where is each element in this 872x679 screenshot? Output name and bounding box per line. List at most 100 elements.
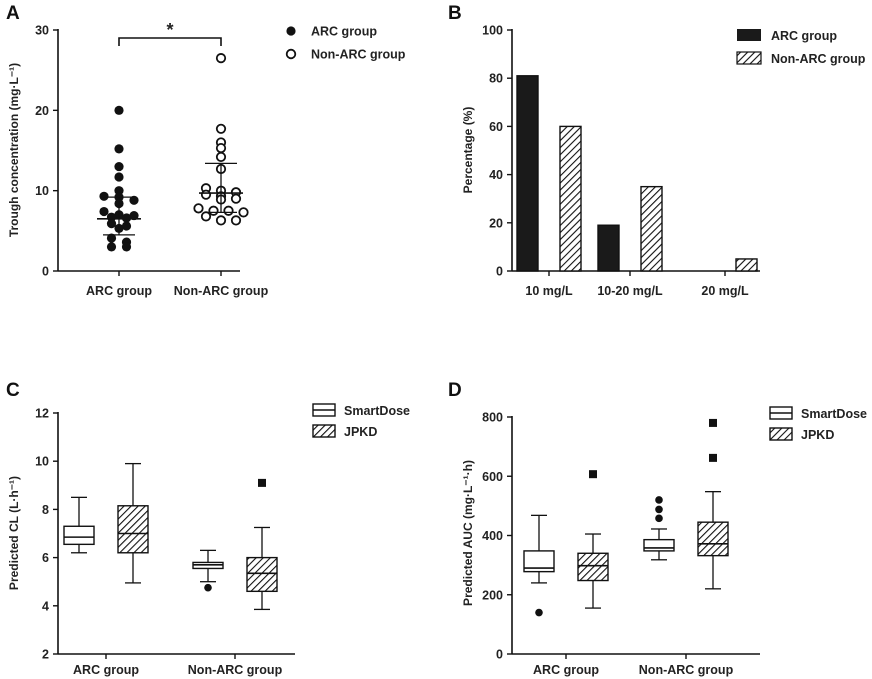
y-tick-label: 100: [482, 24, 503, 38]
data-point: [106, 242, 117, 252]
legend-solid-swatch: [737, 29, 761, 41]
y-tick-label: 0: [496, 265, 503, 279]
data-point: [200, 211, 212, 222]
data-point: [200, 189, 212, 200]
outlier-point: [258, 478, 266, 487]
bar: [516, 75, 539, 272]
x-tick-label: Non-ARC group: [188, 663, 283, 677]
box: [63, 525, 95, 546]
bar: [735, 258, 758, 272]
y-tick-label: 800: [482, 411, 503, 425]
box: [117, 505, 149, 554]
outlier-point: [709, 453, 717, 462]
outlier-point: [655, 496, 663, 504]
y-tick-label: 80: [489, 72, 503, 86]
legend-label: ARC group: [771, 29, 837, 43]
outlier-point: [655, 505, 663, 514]
panel-a: A Trough concentration (mg·L⁻¹) 0 10 20 30 A…: [6, 3, 406, 298]
panel-b-y-axis-title: Percentage (%): [461, 107, 475, 194]
y-tick-label: 200: [482, 588, 503, 602]
data-point: [114, 186, 124, 196]
panel-a-label: A: [6, 3, 20, 24]
data-point: [121, 242, 132, 252]
box: [643, 538, 675, 552]
data-point: [129, 210, 139, 221]
data-point: [129, 195, 139, 205]
y-tick-label: 2: [42, 648, 49, 662]
data-point: [215, 142, 227, 154]
outlier-point: [655, 514, 663, 523]
data-point: [215, 123, 227, 134]
y-tick-label: 60: [489, 120, 503, 134]
y-tick-label: 20: [489, 216, 503, 230]
panel-a-legend: ARC group Non-ARC group: [285, 25, 406, 62]
x-tick-label: ARC group: [533, 663, 599, 677]
panel-c: C Predicted CL (L·h⁻¹) 2 4 6 8 10 12 ARC group…: [6, 380, 410, 677]
x-tick-label: ARC group: [86, 284, 152, 298]
panel-c-legend: SmartDose JPKD: [312, 403, 410, 439]
data-point: [121, 221, 132, 231]
x-tick-label: 10 mg/L: [525, 284, 573, 298]
panel-b-plot: 0 20 40 60 80 100 10 mg/L 10-20 mg/L 20 mg/L: [482, 24, 760, 298]
legend-filled-circle-marker: [286, 26, 296, 36]
x-tick-label: 10-20 mg/L: [597, 284, 663, 298]
x-tick-label: ARC group: [73, 663, 139, 677]
panel-d-label: D: [448, 380, 462, 401]
panel-d-y-axis-title: Predicted AUC (mg·L⁻¹·h): [461, 460, 475, 606]
data-point: [215, 215, 227, 226]
box: [523, 550, 555, 573]
legend-hatched-swatch: [312, 424, 336, 438]
panel-a-y-axis-title: Trough concentration (mg·L⁻¹): [7, 63, 21, 237]
legend-hatched-swatch: [736, 51, 762, 65]
data-point: [114, 161, 124, 172]
data-point: [106, 219, 117, 229]
panel-b-label: B: [448, 3, 462, 24]
x-tick-label: Non-ARC group: [174, 284, 269, 298]
outlier-point: [204, 583, 212, 592]
legend-label: Non-ARC group: [311, 48, 406, 62]
data-point: [230, 215, 242, 226]
data-point: [114, 172, 124, 182]
y-tick-label: 10: [35, 184, 49, 198]
outlier-point: [535, 608, 543, 617]
data-point: [193, 203, 204, 214]
legend-label: JPKD: [344, 425, 377, 439]
bar: [597, 224, 620, 272]
panel-d-legend: SmartDose JPKD: [769, 406, 867, 442]
legend-label: SmartDose: [801, 407, 867, 421]
box: [246, 556, 278, 593]
data-point: [99, 206, 109, 217]
y-tick-label: 10: [35, 455, 49, 469]
y-tick-label: 12: [35, 407, 49, 421]
y-tick-label: 4: [42, 599, 49, 613]
panel-c-plot: 2 4 6 8 10 12 ARC group Non-ARC group: [35, 407, 295, 677]
y-tick-label: 400: [482, 529, 503, 543]
data-point: [114, 144, 124, 154]
legend-label: ARC group: [311, 25, 377, 39]
data-point: [223, 205, 234, 216]
data-point: [99, 191, 109, 201]
panel-d-plot: 0 200 400 600 800 ARC group Non-ARC group: [482, 411, 760, 677]
legend-open-circle-marker: [285, 48, 297, 60]
y-tick-label: 600: [482, 470, 503, 484]
y-tick-label: 30: [35, 24, 49, 38]
bar: [640, 185, 663, 272]
legend-label: Non-ARC group: [771, 52, 866, 66]
y-tick-label: 0: [496, 648, 503, 662]
data-point: [215, 53, 227, 64]
panel-c-label: C: [6, 380, 20, 401]
x-tick-label: 20 mg/L: [701, 284, 749, 298]
panel-d: D Predicted AUC (mg·L⁻¹·h) 0 200 400 600 800…: [448, 380, 867, 677]
x-tick-label: Non-ARC group: [639, 663, 734, 677]
data-point: [230, 193, 242, 204]
panel-b: B Percentage (%) 0 20 40 60 80 100 10 mg/L 10-2…: [448, 3, 866, 298]
panel-c-y-axis-title: Predicted CL (L·h⁻¹): [7, 476, 21, 590]
y-tick-label: 8: [42, 503, 49, 517]
data-point: [208, 205, 219, 216]
data-point: [106, 233, 117, 243]
y-tick-label: 40: [489, 168, 503, 182]
data-point: [121, 213, 132, 223]
outlier-point: [589, 470, 597, 479]
bar: [559, 125, 582, 272]
